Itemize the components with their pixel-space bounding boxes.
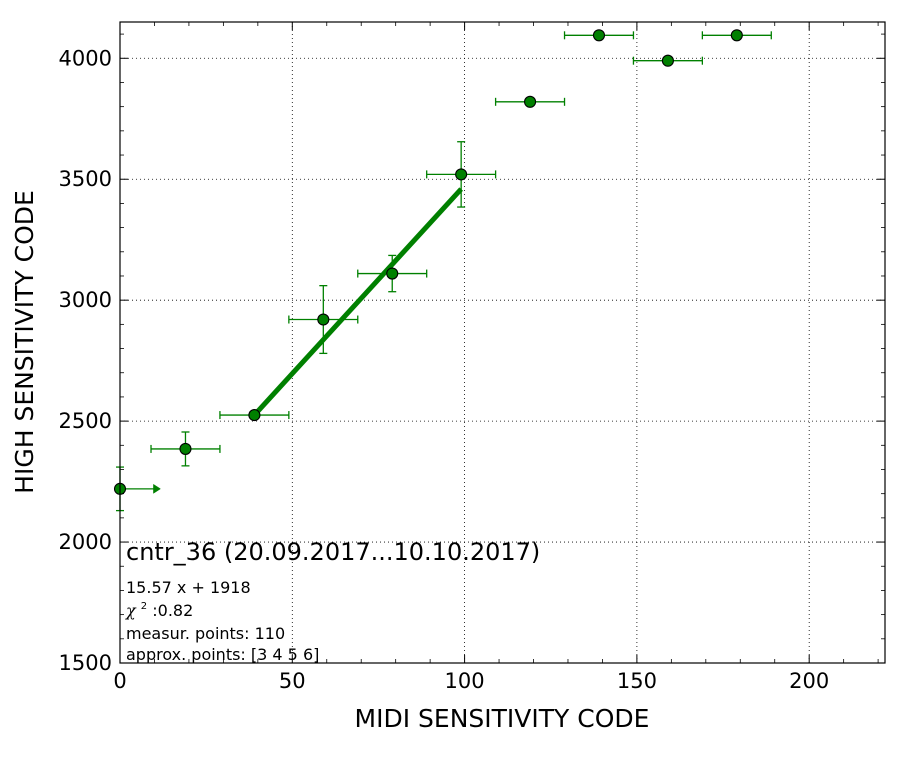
plot-frame bbox=[119, 21, 886, 664]
annotation-fit-label: 15.57 x + 1918 bbox=[126, 578, 251, 597]
x-axis-label: MIDI SENSITIVITY CODE bbox=[355, 704, 650, 733]
annotation-chi-square: χ 2 :0.82 bbox=[125, 594, 193, 620]
data-point bbox=[730, 29, 743, 42]
fit-line-group bbox=[252, 187, 463, 417]
y-tick-label: 1500 bbox=[59, 651, 112, 675]
chi-symbol: χ bbox=[125, 601, 137, 620]
chi-value: :0.82 bbox=[152, 601, 193, 620]
x-tick-label: 50 bbox=[279, 669, 306, 693]
chi-superscript: 2 bbox=[141, 601, 147, 612]
annotation-block: cntr_36 (20.09.2017...10.10.2017) 15.57 … bbox=[125, 538, 540, 664]
annotation-title: cntr_36 (20.09.2017...10.10.2017) bbox=[126, 538, 540, 566]
data-point bbox=[661, 54, 674, 67]
x-tick-label: 200 bbox=[789, 669, 829, 693]
x-tick-label: 0 bbox=[113, 669, 126, 693]
data-point bbox=[455, 168, 468, 181]
y-tick-label: 3500 bbox=[59, 167, 112, 191]
data-point bbox=[248, 409, 261, 422]
data-point bbox=[179, 442, 192, 455]
fit-line bbox=[252, 187, 463, 417]
data-markers bbox=[113, 29, 743, 495]
data-point bbox=[386, 267, 399, 280]
annotation-approx-points: approx. points: [3 4 5 6] bbox=[126, 645, 319, 664]
data-point bbox=[592, 29, 606, 42]
limit-arrow bbox=[153, 483, 161, 494]
y-tick-label: 3000 bbox=[59, 288, 112, 312]
plot-background bbox=[120, 22, 885, 663]
tick-labels: 0 50 100 150 200 1500 2000 2500 3000 3500 4000 bbox=[59, 46, 830, 693]
minor-ticks bbox=[120, 22, 885, 663]
y-axis-label: HIGH SENSITIVITY CODE bbox=[10, 190, 39, 494]
annotation-measur-points: measur. points: 110 bbox=[126, 624, 285, 643]
y-tick-label: 2500 bbox=[59, 409, 112, 433]
data-point bbox=[524, 95, 537, 108]
data-point bbox=[317, 313, 330, 326]
x-tick-label: 100 bbox=[445, 669, 485, 693]
y-tick-label: 4000 bbox=[59, 46, 112, 70]
x-tick-label: 150 bbox=[617, 669, 657, 693]
ticks bbox=[119, 22, 885, 664]
y-tick-label: 2000 bbox=[59, 530, 112, 554]
